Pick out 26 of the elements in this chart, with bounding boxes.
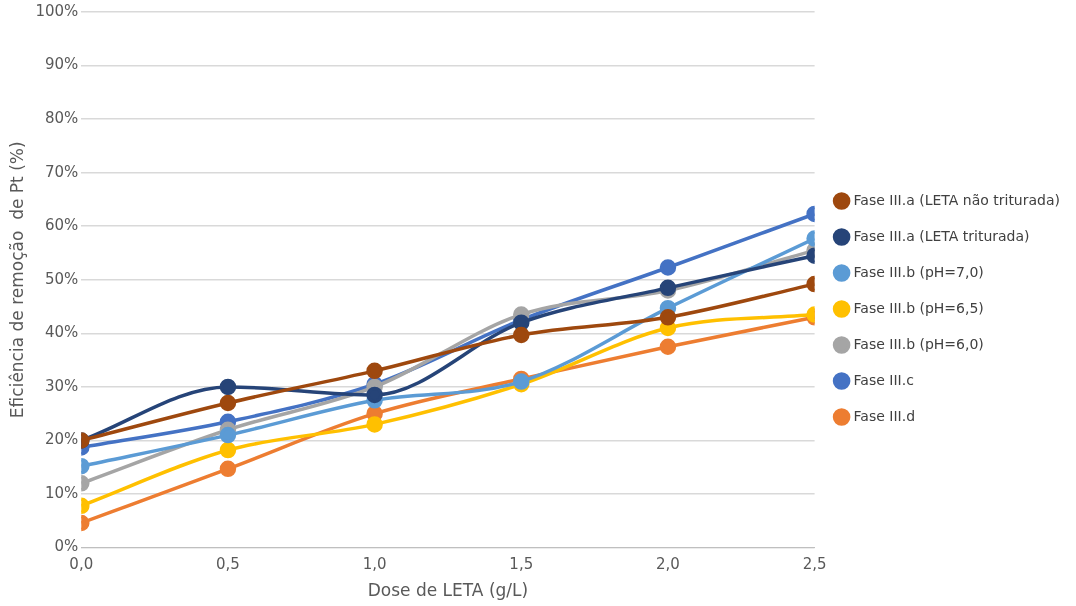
x-tick-label: 0,5 — [216, 555, 240, 574]
y-tick-label: 60% — [44, 216, 79, 235]
legend-label: Fase III.b (pH=7,0) — [853, 263, 984, 280]
y-tick-label: 50% — [44, 269, 79, 288]
x-tick-label: 2,0 — [656, 555, 680, 574]
legend-label: Fase III.b (pH=6,0) — [853, 335, 984, 352]
x-tick-label: 2,5 — [802, 555, 827, 574]
legend-label: Fase III.a (LETA não triturada) — [853, 191, 1061, 208]
y-tick-label: 0% — [54, 537, 79, 556]
legend-label: Fase III.c — [853, 371, 914, 388]
y-tick-label: 20% — [44, 430, 79, 449]
legend-label: Fase III.a (LETA triturada) — [853, 227, 1030, 244]
legend-label: Fase III.b (pH=6,5) — [853, 299, 984, 316]
y-tick-label: 40% — [44, 323, 79, 342]
y-tick-label: 10% — [44, 483, 79, 502]
x-tick-label: 1,0 — [362, 555, 387, 574]
y-tick-label: 70% — [44, 162, 79, 181]
y-tick-label: 90% — [44, 55, 79, 74]
x-tick-label: 1,5 — [509, 555, 534, 574]
y-tick-label: 30% — [44, 376, 79, 395]
x-axis-title: Dose de LETA (g/L) — [367, 580, 529, 601]
x-tick-label: 0,0 — [69, 555, 94, 574]
y-tick-label: 80% — [44, 109, 79, 128]
y-tick-label: 100% — [35, 1, 79, 20]
legend-label: Fase III.d — [853, 407, 916, 424]
y-axis-title: Eficiência de remoção de Pt (%) — [6, 141, 27, 419]
